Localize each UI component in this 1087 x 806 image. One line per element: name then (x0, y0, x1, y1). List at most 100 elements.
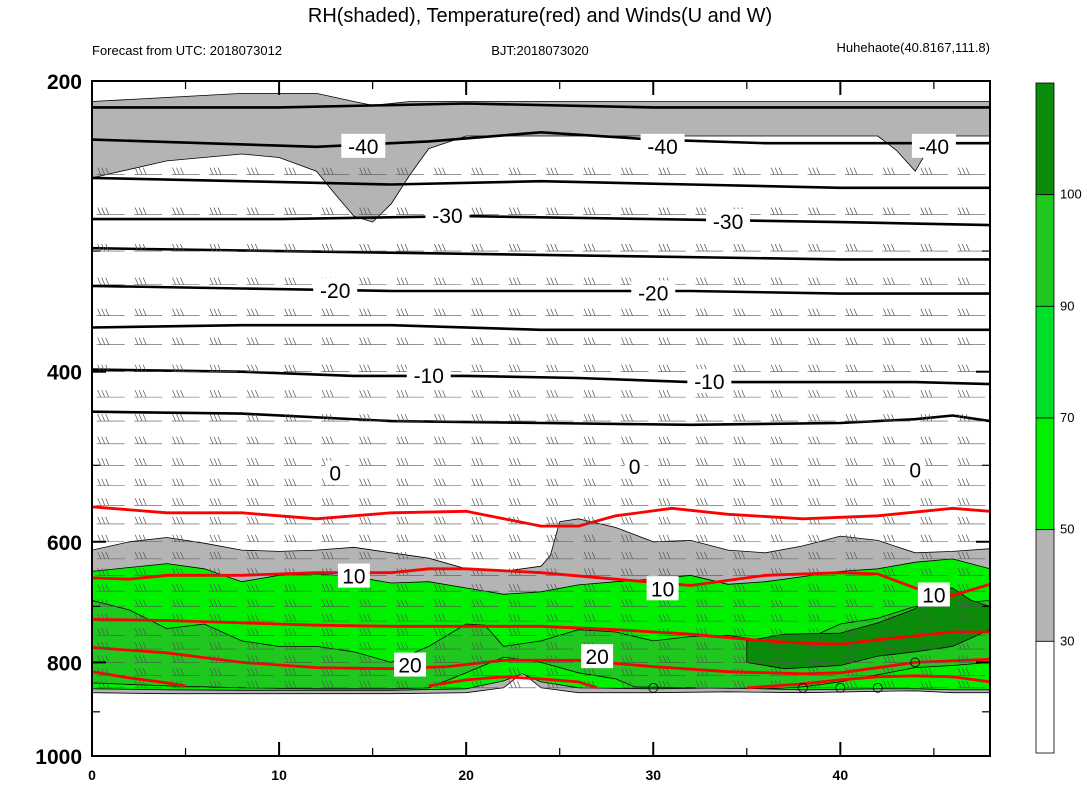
wind-barb (770, 680, 799, 689)
wind-barb (208, 613, 237, 622)
wind-barb (283, 628, 312, 636)
x-tick-label: 0 (88, 767, 96, 783)
wind-barb (433, 389, 462, 398)
wind-barb (657, 655, 686, 663)
wind-barb (845, 628, 874, 636)
wind-barb (508, 364, 537, 373)
wind-barb (807, 389, 836, 398)
x-tick-label: 10 (271, 767, 287, 783)
wind-barb (208, 584, 237, 592)
wind-barb (545, 628, 574, 636)
wind-barb (358, 413, 387, 422)
wind-barb (321, 308, 350, 317)
wind-barb (919, 364, 948, 373)
wind-barb (208, 628, 237, 636)
wind-barb (732, 655, 761, 663)
wind-barb (620, 641, 649, 650)
wind-barb (283, 516, 312, 525)
wind-barb (919, 551, 948, 560)
wind-barb (732, 413, 761, 422)
wind-barb (957, 680, 986, 689)
wind-barb (208, 277, 237, 285)
wind-barb (321, 680, 350, 689)
wind-barb (470, 613, 499, 622)
temp-line-2 (92, 618, 990, 646)
wind-barb (545, 364, 574, 373)
wind-barb (957, 389, 986, 398)
wind-barb (845, 668, 874, 676)
wind-barb (957, 458, 986, 466)
wind-barb (545, 389, 574, 398)
wind-barb (657, 207, 686, 215)
wind-barb (134, 613, 163, 622)
x-tick-label: 30 (645, 767, 661, 783)
wind-barb (171, 668, 200, 676)
wind-barb (246, 277, 275, 285)
wind-barb (134, 599, 163, 607)
station-info: Huhehaote(40.8167,111.8) (837, 40, 990, 55)
upper-temp-line-1 (92, 130, 990, 149)
wind-barb (919, 413, 948, 422)
wind-barb (208, 599, 237, 607)
wind-barb (957, 516, 986, 525)
wind-barb (657, 478, 686, 487)
wind-barb (283, 655, 312, 663)
upper-temp-line-4 (92, 246, 990, 261)
wind-barb (246, 308, 275, 317)
wind-barb (545, 413, 574, 422)
wind-barb (433, 516, 462, 525)
wind-barb (919, 516, 948, 525)
wind-barb (620, 551, 649, 560)
wind-barb (620, 680, 649, 689)
upper-temp-label-8: -10 (694, 371, 724, 394)
wind-barb (470, 641, 499, 650)
wind-barb (283, 641, 312, 650)
wind-barb (957, 568, 986, 576)
temp-label-1: 10 (651, 578, 674, 601)
wind-barb (732, 641, 761, 650)
upper-temp-line-5 (92, 284, 990, 295)
wind-barb (845, 584, 874, 592)
wind-barb (807, 207, 836, 215)
wind-barb (358, 207, 387, 215)
wind-barb (358, 277, 387, 285)
wind-barb (882, 207, 911, 215)
wind-barb (620, 599, 649, 607)
wind-barb (358, 364, 387, 373)
wind-barb (96, 584, 125, 592)
wind-barb (171, 478, 200, 487)
wind-barb (845, 436, 874, 445)
wind-barb (732, 551, 761, 560)
wind-barb (583, 584, 612, 592)
wind-barb (807, 628, 836, 636)
wind-barb (807, 680, 836, 689)
wind-barb (732, 167, 761, 175)
wind-barb (919, 478, 948, 487)
wind-barb (321, 364, 350, 373)
wind-barb (208, 243, 237, 252)
wind-barb (208, 364, 237, 373)
wind-barb (583, 568, 612, 576)
wind-barb (321, 628, 350, 636)
colorbar-label: 50 (1060, 522, 1074, 537)
wind-barb (770, 668, 799, 676)
upper-temp-label-4: -30 (713, 211, 743, 234)
wind-barb (770, 436, 799, 445)
wind-barb (882, 167, 911, 175)
wind-barb (396, 478, 425, 487)
wind-barb (433, 655, 462, 663)
wind-barb (957, 277, 986, 285)
wind-barb (695, 498, 724, 506)
wind-barb (919, 641, 948, 650)
wind-barb (134, 167, 163, 175)
wind-barb (508, 628, 537, 636)
colorbar-swatch (1035, 194, 1055, 307)
wind-barb (583, 478, 612, 487)
rh-shading-layer (92, 93, 990, 695)
wind-barb (171, 337, 200, 345)
wind-barb (695, 337, 724, 345)
wind-barb (134, 641, 163, 650)
wind-barb (508, 498, 537, 506)
